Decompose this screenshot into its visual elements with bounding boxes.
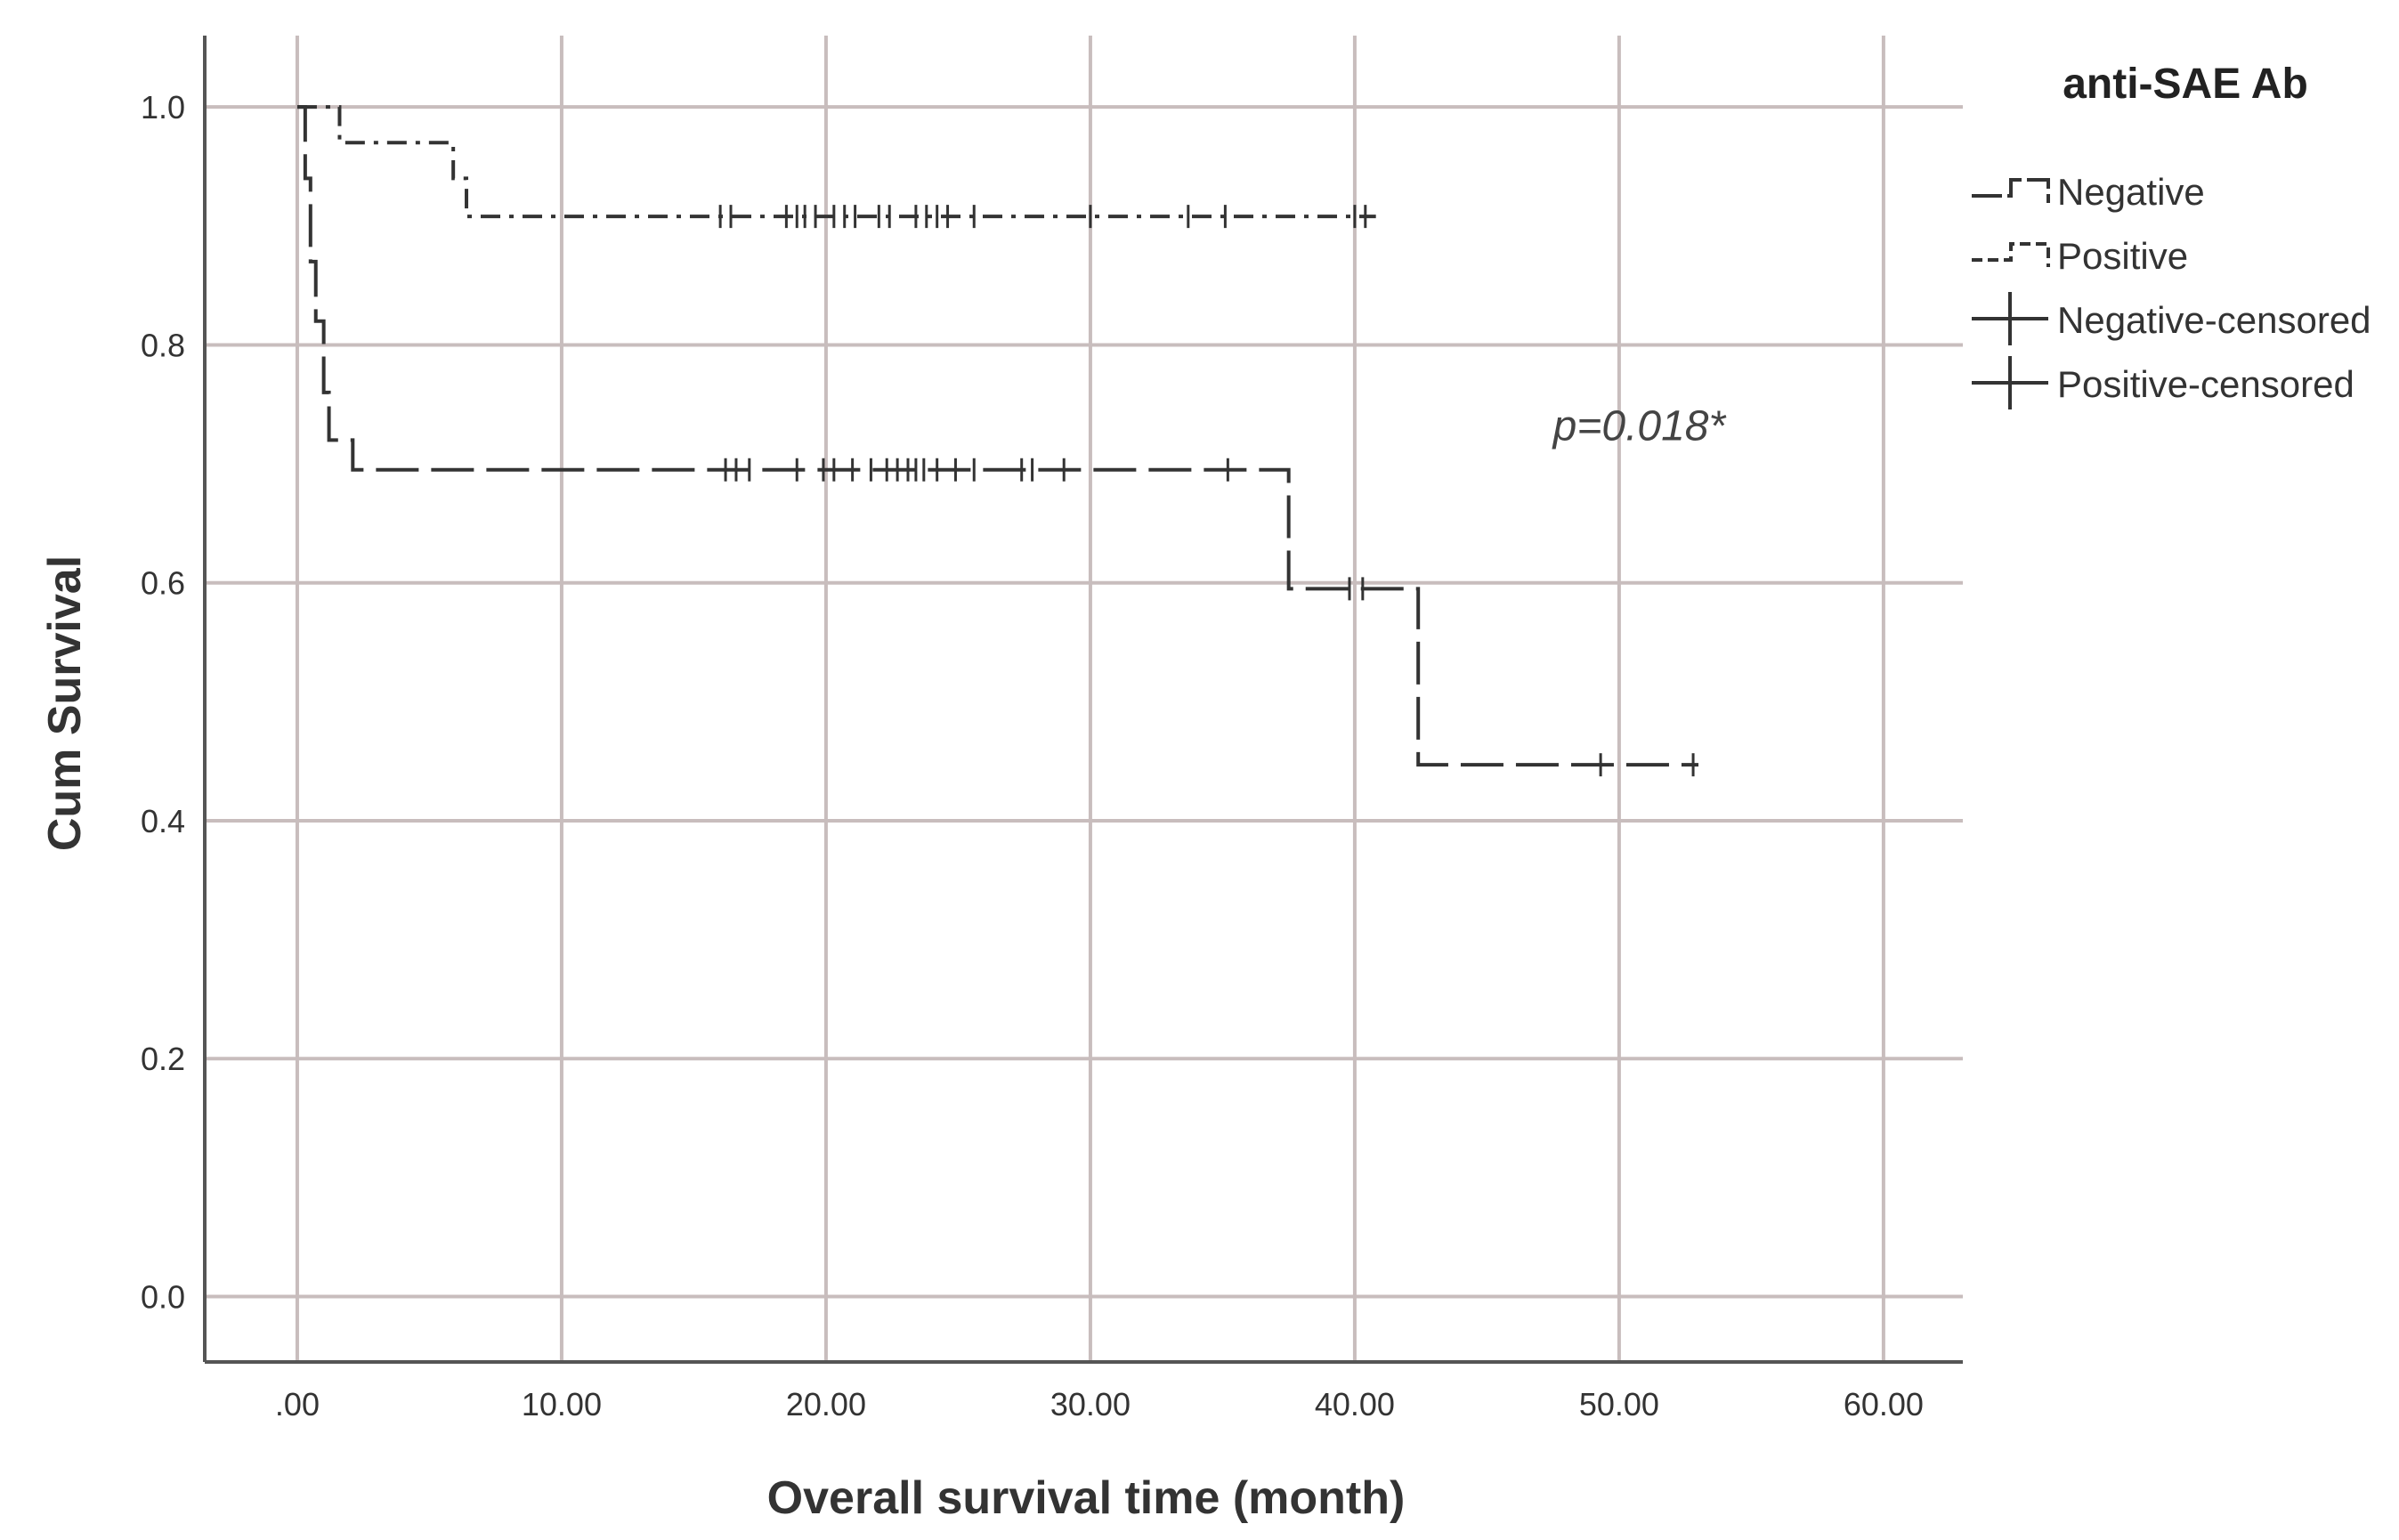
x-tick-label: .00	[275, 1386, 320, 1422]
x-tick-label: 50.00	[1579, 1386, 1659, 1422]
axis-layer: .00 10.00 20.00 30.00 40.00 50.00 60.00 1.0 0.8 0…	[141, 36, 1963, 1422]
grid-layer	[205, 36, 1963, 1362]
legend-label: Positive	[2057, 235, 2188, 277]
legend-label: Negative-censored	[2057, 299, 2371, 341]
y-tick-label: 0.6	[141, 565, 185, 602]
x-axis-title: Overall survival time (month)	[767, 1472, 1406, 1524]
series-line-negative	[296, 105, 1699, 767]
legend-label: Negative	[2057, 171, 2205, 213]
series-line-positive	[296, 105, 1376, 219]
legend-swatch-positive	[1972, 242, 2050, 267]
legend-title: anti-SAE Ab	[2063, 61, 2308, 108]
x-tick-label: 60.00	[1844, 1386, 1924, 1422]
x-tick-label: 30.00	[1050, 1386, 1131, 1422]
censor-layer	[718, 205, 1695, 777]
y-axis-title: Cum Survival	[39, 555, 91, 851]
series-layer	[296, 105, 1699, 767]
label-layer: Overall survival time (month) Cum Surviv…	[39, 402, 1727, 1524]
y-tick-label: 0.8	[141, 327, 185, 363]
y-tick-label: 0.0	[141, 1279, 185, 1316]
x-tick-label: 10.00	[522, 1386, 602, 1422]
legend-swatch-negative	[1972, 178, 2050, 203]
y-tick-label: 0.4	[141, 803, 185, 839]
y-tick-label: 1.0	[141, 89, 185, 126]
x-tick-label: 40.00	[1315, 1386, 1395, 1422]
p-value-annotation: p=0.018*	[1552, 402, 1727, 450]
x-tick-label: 20.00	[786, 1386, 866, 1422]
y-tick-label: 0.2	[141, 1041, 185, 1077]
legend: anti-SAE Ab Negative Positive Negative-cens…	[1972, 61, 2371, 409]
legend-label: Positive-censored	[2057, 363, 2354, 405]
